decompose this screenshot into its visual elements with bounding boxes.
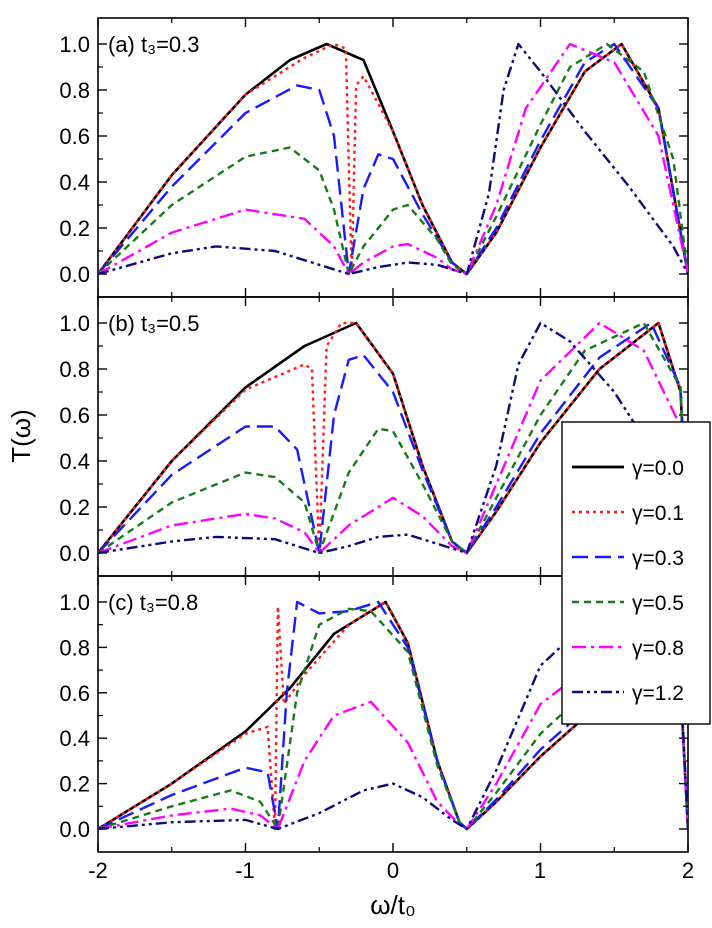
series-line <box>98 42 688 276</box>
legend-label: γ=0.8 <box>632 637 684 660</box>
panel: 0.0 0.2 0.4 0.6 0.8 1.0 (b) t₃=0.5 <box>59 296 689 577</box>
y-tick-label: 0.0 <box>59 262 90 287</box>
series-line <box>98 607 688 831</box>
series-line <box>98 641 688 831</box>
panel-label: (c) t₃=0.8 <box>108 590 198 615</box>
y-tick-label: 0.4 <box>59 449 90 474</box>
legend-box <box>561 421 711 725</box>
series-group <box>98 42 688 276</box>
y-tick-label: 1.0 <box>59 32 90 57</box>
series-line <box>98 321 688 555</box>
y-tick-label: 0.6 <box>59 681 90 706</box>
panel: 0.0 0.2 0.4 0.6 0.8 1.0 (a) t₃=0.3 <box>59 17 689 298</box>
y-tick-label: 0.8 <box>59 635 90 660</box>
legend-label: γ=0.0 <box>632 457 684 480</box>
series-line <box>98 321 688 555</box>
y-tick-label: 0.4 <box>59 170 90 195</box>
legend-label: γ=0.3 <box>632 547 684 570</box>
x-tick-labels: -2 -1 0 1 2 <box>88 858 694 883</box>
x-tick-label: 2 <box>682 858 694 883</box>
legend-label: γ=0.5 <box>632 592 684 615</box>
y-axis-title: T(ω) <box>6 409 36 463</box>
series-group <box>98 321 688 555</box>
y-tick-label: 0.6 <box>59 124 90 149</box>
series-line <box>98 42 688 276</box>
y-tick-label: 0.2 <box>59 216 90 241</box>
y-tick-label: 0.4 <box>59 726 90 751</box>
x-tick-label: -2 <box>88 858 108 883</box>
legend-label: γ=0.1 <box>632 502 684 525</box>
y-tick-label: 0.2 <box>59 495 90 520</box>
series-line <box>98 42 688 276</box>
legend-label: γ=1.2 <box>632 682 684 705</box>
y-tick-label: 0.8 <box>59 357 90 382</box>
y-tick-label: 1.0 <box>59 590 90 615</box>
y-tick-label: 0.0 <box>59 817 90 842</box>
series-line <box>98 321 688 555</box>
panel-label: (b) t₃=0.5 <box>108 311 200 336</box>
series-line <box>98 321 688 555</box>
y-tick-label: 0.0 <box>59 541 90 566</box>
x-tick-label: 0 <box>387 858 399 883</box>
x-tick-label: -1 <box>235 858 255 883</box>
series-line <box>98 321 688 555</box>
series-line <box>98 42 688 276</box>
panel-label: (a) t₃=0.3 <box>108 32 200 57</box>
y-tick-label: 0.2 <box>59 772 90 797</box>
x-axis-title: ω/t₀ <box>370 890 416 920</box>
y-tick-label: 1.0 <box>59 311 90 336</box>
legend: γ=0.0 γ=0.1 γ=0.3 γ=0.5 γ=0.8 γ=1.2 <box>561 421 711 725</box>
x-tick-label: 1 <box>534 858 546 883</box>
y-tick-label: 0.6 <box>59 403 90 428</box>
y-tick-label: 0.8 <box>59 78 90 103</box>
